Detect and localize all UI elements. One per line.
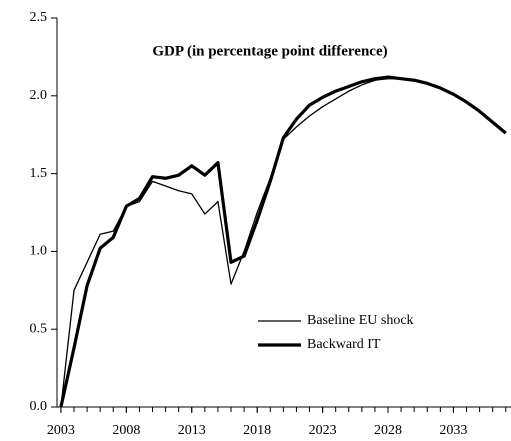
legend-label: Backward IT <box>307 337 381 352</box>
x-tick-label: 2008 <box>112 423 140 438</box>
legend-label: Baseline EU shock <box>307 313 414 328</box>
series-line <box>59 75 507 408</box>
x-tick-label: 2018 <box>243 423 271 438</box>
y-tick-label: 1.0 <box>30 244 48 259</box>
y-tick-label: 2.5 <box>30 10 48 25</box>
y-tick-label: 0.5 <box>30 321 48 336</box>
y-tick-label: 1.5 <box>30 166 48 181</box>
chart-title: GDP (in percentage point difference) <box>152 43 387 59</box>
x-tick-label: 2013 <box>178 423 206 438</box>
y-tick-label: 0.0 <box>30 399 48 414</box>
series-line <box>60 78 507 408</box>
x-tick-label: 2033 <box>439 423 467 438</box>
y-tick-label: 2.0 <box>30 88 48 103</box>
x-tick-label: 2028 <box>374 423 402 438</box>
x-tick-label: 2003 <box>47 423 75 438</box>
x-tick-label: 2023 <box>309 423 337 438</box>
